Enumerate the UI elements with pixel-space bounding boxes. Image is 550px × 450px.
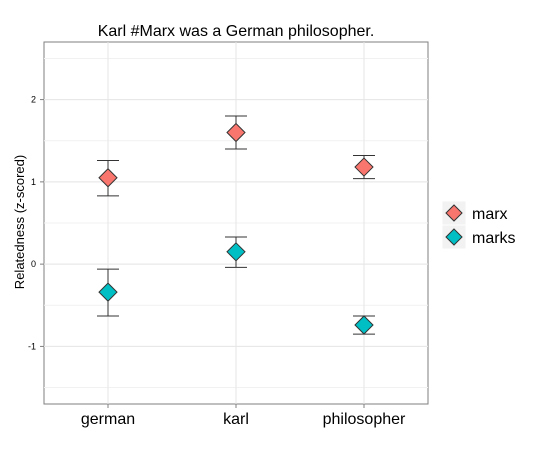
legend-label: marks	[472, 230, 516, 247]
axis-ticks: -1 0 1 2 german karl philosopher	[28, 95, 406, 428]
x-tick-label: german	[81, 411, 135, 428]
data-point-marks	[98, 282, 118, 302]
grid-lines	[44, 42, 428, 404]
legend-label: marx	[472, 206, 508, 223]
legend: marx marks	[441, 200, 516, 250]
y-tick-label: 0	[31, 259, 36, 269]
y-tick-label: -1	[28, 341, 36, 351]
x-tick-label: karl	[223, 411, 249, 428]
y-tick-label: 1	[31, 177, 36, 187]
data-point-marks	[354, 315, 374, 335]
data-point-marks	[226, 242, 246, 262]
data-point-marx	[226, 122, 246, 143]
y-tick-label: 2	[31, 95, 36, 105]
legend-symbol-marx	[445, 204, 463, 222]
data-point-marx	[98, 168, 118, 188]
data-series	[97, 115, 375, 335]
legend-symbol-marks	[445, 228, 463, 246]
chart-title: Karl #Marx was a German philosopher.	[98, 23, 375, 40]
x-tick-label: philosopher	[323, 411, 406, 428]
data-point-marx	[354, 157, 374, 177]
y-axis-label: Relatedness (z-scored)	[12, 155, 27, 289]
